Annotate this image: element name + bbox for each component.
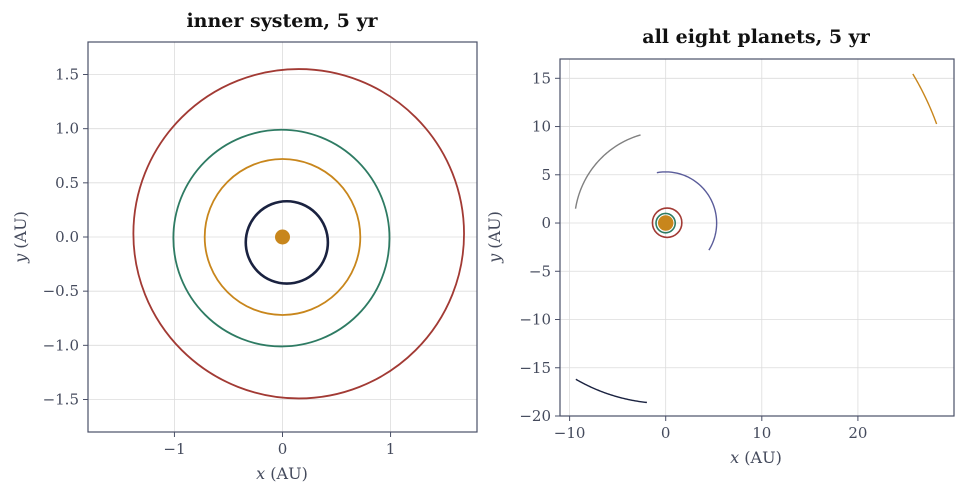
y-tick-label: −20 [519, 407, 551, 425]
orbit-arc-series-7 [575, 378, 647, 404]
y-tick-label: −5 [529, 262, 551, 280]
panel-2-y-unit: (AU) [485, 211, 504, 249]
x-tick-label: 0 [278, 440, 288, 458]
y-tick-label: 0.0 [55, 228, 79, 246]
orbit-series-3 [172, 128, 391, 348]
panel-2-ticks: −10 0 10 20 −20 −15 −10 −5 0 5 10 15 [519, 69, 867, 442]
panel-1-y-axis-label: y (AU) [11, 211, 30, 264]
y-tick-label: 5 [541, 166, 551, 184]
x-tick-label: 10 [752, 424, 771, 442]
x-tick-label: 20 [848, 424, 867, 442]
x-tick-label: 1 [386, 440, 396, 458]
sun-marker [658, 215, 674, 231]
panel-2-x-unit: (AU) [744, 448, 782, 467]
panel-1-grid [88, 42, 477, 432]
panel-1-x-axis-label: x (AU) [256, 464, 308, 483]
panel-1-x-unit: (AU) [270, 464, 308, 483]
orbit-arc-series-5 [656, 171, 718, 251]
x-tick-label: −1 [163, 440, 185, 458]
inner-system-panel: inner system, 5 yr −1 0 1 −1.5 −1.0 −0.5 0.0 0.… [11, 10, 478, 483]
panel-1-x-var: x [256, 464, 265, 483]
panel-1-ticks: −1 0 1 −1.5 −1.0 −0.5 0.0 0.5 1.0 1.5 [43, 66, 396, 459]
sun-marker [275, 229, 290, 245]
y-tick-label: −10 [519, 311, 551, 329]
panel-2-grid [560, 59, 954, 417]
orbit-series-1 [244, 199, 330, 285]
y-tick-label: 1.0 [55, 120, 79, 138]
panel-2-plot-area [559, 58, 955, 417]
panel-2-x-var: x [730, 448, 739, 467]
orbit-series-2 [203, 158, 362, 316]
orbit-series-3 [655, 212, 677, 234]
orbit-arc-series-6 [574, 134, 641, 209]
y-tick-label: 15 [532, 69, 551, 87]
panel-2-title: all eight planets, 5 yr [642, 26, 870, 48]
orbit-series-4 [132, 68, 465, 400]
axes-frame [559, 58, 955, 417]
panel-2-x-axis-label: x (AU) [730, 448, 782, 467]
panel-1-y-unit: (AU) [11, 211, 30, 249]
all-planets-panel: all eight planets, 5 yr −10 0 10 20−20−15−1… [485, 26, 955, 467]
y-tick-label: 0.5 [55, 174, 79, 192]
orbit-series-4 [651, 207, 683, 239]
y-tick-label: −1.0 [43, 336, 79, 354]
panel-1-title: inner system, 5 yr [186, 10, 378, 32]
y-tick-label: 1.5 [55, 66, 79, 84]
orbit-arc-series-8 [912, 73, 938, 125]
x-tick-label: −10 [554, 424, 586, 442]
y-tick-label: 0 [541, 214, 551, 232]
y-tick-label: −1.5 [43, 391, 79, 409]
panel-2-y-var: y [485, 253, 504, 264]
x-tick-label: 0 [661, 424, 671, 442]
panel-1-y-var: y [11, 253, 30, 264]
panel-2-y-axis-label: y (AU) [485, 211, 504, 264]
y-tick-label: 10 [532, 118, 551, 136]
y-tick-label: −0.5 [43, 282, 79, 300]
y-tick-label: −15 [519, 359, 551, 377]
